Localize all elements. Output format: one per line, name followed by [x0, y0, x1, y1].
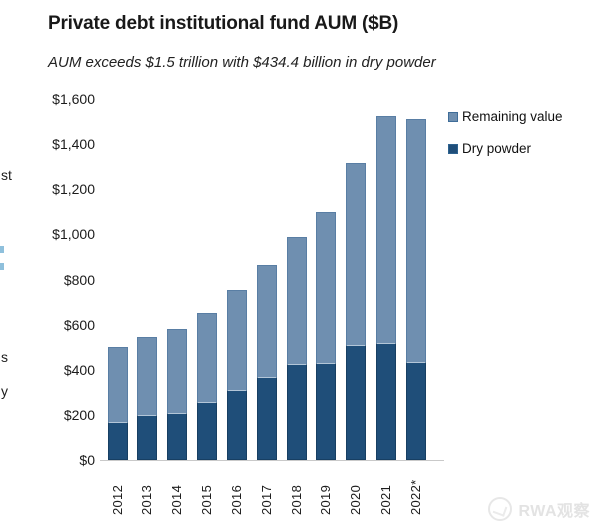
bar-segment-dry-powder-2012 [107, 421, 128, 460]
bar-segment-remaining-value-2012 [107, 347, 128, 422]
y-tick-label: $1,200 [52, 181, 95, 198]
x-tick-label-2021: 2021 [378, 484, 394, 515]
x-tick-label-2012: 2012 [109, 484, 125, 515]
y-tick-label: $1,600 [52, 91, 95, 107]
edge-text-fragment: st [1, 167, 12, 183]
bar-segment-remaining-value-2013 [137, 337, 158, 415]
x-tick-label-2017: 2017 [258, 484, 274, 515]
bar-segment-dry-powder-2018 [286, 364, 307, 460]
watermark-text: RWA观察 [518, 503, 590, 520]
bar-segment-dry-powder-2019 [316, 362, 337, 460]
dry-powder-swatch-icon [448, 143, 458, 154]
y-tick-label: $1,000 [52, 226, 95, 243]
remaining-value-swatch-icon [448, 111, 458, 122]
chart-title: Private debt institutional fund AUM ($B) [48, 13, 399, 34]
edge-text-fragment: y [1, 383, 8, 399]
x-tick-label-2015: 2015 [199, 484, 215, 515]
bar-segment-remaining-value-2016 [226, 289, 247, 391]
y-tick-label: $600 [63, 316, 95, 333]
y-tick-label: $1,400 [52, 136, 95, 153]
x-axis-baseline [100, 460, 444, 461]
watermark: RWA观察 [488, 497, 590, 521]
bar-segment-dry-powder-2013 [137, 414, 158, 460]
y-tick-label: $400 [63, 361, 95, 378]
x-tick-label-2019: 2019 [318, 484, 334, 515]
bar-segment-dry-powder-2020 [346, 344, 367, 460]
legend-item-dry-powder: Dry powder [448, 141, 563, 156]
legend-label-dry-powder: Dry powder [462, 141, 532, 156]
y-tick-label: $0 [79, 452, 95, 468]
bar-segment-dry-powder-2016 [226, 390, 247, 460]
bar-segment-remaining-value-2021 [376, 115, 397, 343]
bar-segment-remaining-value-2022* [406, 119, 426, 362]
x-tick-label-2020: 2020 [348, 484, 364, 515]
bar-segment-dry-powder-2017 [256, 376, 277, 460]
bar-segment-dry-powder-2014 [167, 412, 188, 460]
bar-segment-dry-powder-2021 [376, 342, 397, 460]
x-tick-label-2014: 2014 [169, 484, 185, 515]
legend: Remaining value Dry powder [448, 109, 563, 173]
edge-blue-fragment [0, 263, 4, 270]
bar-segment-remaining-value-2014 [167, 329, 188, 413]
legend-item-remaining-value: Remaining value [448, 109, 563, 124]
x-tick-label-2016: 2016 [228, 484, 244, 515]
x-tick-label-2022*: 2022* [408, 479, 423, 515]
bar-segment-dry-powder-2022* [406, 361, 426, 460]
watermark-logo-icon [488, 497, 513, 521]
legend-label-remaining-value: Remaining value [462, 109, 563, 124]
x-tick-label-2013: 2013 [139, 484, 155, 515]
chart-subtitle: AUM exceeds $1.5 trillion with $434.4 bi… [48, 54, 436, 71]
x-tick-label-2018: 2018 [288, 484, 304, 515]
bar-segment-remaining-value-2019 [316, 211, 337, 363]
bar-segment-remaining-value-2020 [346, 163, 367, 345]
bar-segment-dry-powder-2015 [197, 402, 218, 460]
bar-segment-remaining-value-2017 [256, 264, 277, 377]
y-tick-label: $200 [63, 406, 95, 423]
bar-segment-remaining-value-2018 [286, 236, 307, 365]
edge-blue-fragment [0, 246, 4, 253]
edge-text-fragment: s [1, 349, 8, 365]
bar-segment-remaining-value-2015 [197, 313, 218, 403]
y-tick-label: $800 [63, 271, 95, 288]
